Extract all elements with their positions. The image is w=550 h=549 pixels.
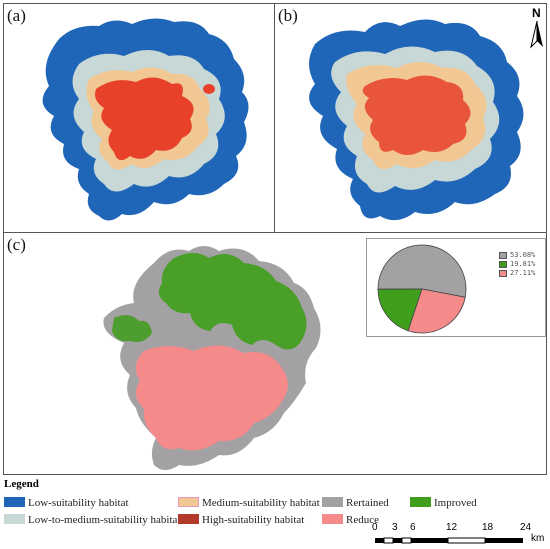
- scale-seg: [393, 538, 402, 543]
- panel-b-label: (b): [278, 6, 298, 25]
- legend-item-retained: Rertained: [322, 497, 389, 509]
- map-panel-a: (a): [3, 3, 275, 233]
- legend-label: Rertained: [346, 497, 389, 509]
- legend-item-medium: Medium-suitability habitat: [178, 497, 320, 509]
- pie-legend: 53.08% 19.81% 27.11%: [499, 251, 535, 278]
- pie-legend-label: 27.11%: [510, 269, 536, 277]
- scale-seg: [411, 538, 448, 543]
- scale-seg: [375, 538, 384, 543]
- swatch-retained: [499, 251, 507, 259]
- zone-high: [362, 75, 471, 155]
- swatch-low-medium: [4, 514, 25, 524]
- scale-seg: [447, 537, 486, 544]
- scale-seg: [485, 538, 523, 543]
- swatch-medium: [178, 497, 199, 507]
- swatch-reduce: [322, 514, 343, 524]
- north-arrow-label: N: [532, 6, 541, 20]
- legend-label: Improved: [434, 497, 477, 509]
- legend-label: Medium-suitability habitat: [202, 497, 320, 509]
- legend-title: Legend: [4, 478, 39, 490]
- legend-item-high: High-suitability habitat: [178, 514, 304, 526]
- scale-tick-label: 12: [446, 522, 458, 533]
- scale-bar: 0 3 6 12 18 24 km: [372, 522, 544, 548]
- legend-label: Low-suitability habitat: [28, 497, 129, 509]
- pie-legend-label: 53.08%: [510, 251, 536, 259]
- pie-legend-label: 19.81%: [510, 260, 536, 268]
- pie-chart-box: 53.08% 19.81% 27.11%: [366, 238, 546, 337]
- legend-item-improved: Improved: [410, 497, 477, 509]
- north-arrow-icon: [530, 20, 543, 49]
- scale-seg: [401, 537, 412, 544]
- legend-item-low-medium: Low-to-medium-suitability habitat: [4, 514, 180, 526]
- swatch-reduce: [499, 269, 507, 277]
- scale-seg: [383, 537, 394, 544]
- zone-high: [95, 77, 194, 161]
- scale-tick-label: 18: [482, 522, 494, 533]
- panel-c-label: (c): [7, 235, 26, 254]
- pie-chart: [377, 244, 467, 334]
- legend-item-low: Low-suitability habitat: [4, 497, 129, 509]
- scale-unit: km: [531, 533, 545, 544]
- legend-label: Reduce: [346, 514, 379, 526]
- scale-tick-label: 0: [372, 522, 378, 533]
- swatch-retained: [322, 497, 343, 507]
- legend-label: Low-to-medium-suitability habitat: [28, 514, 181, 526]
- scale-tick-label: 6: [410, 522, 416, 533]
- zone-reduce: [135, 345, 288, 451]
- scale-tick-label: 24: [520, 522, 532, 533]
- pie-legend-item: 53.08%: [499, 251, 535, 260]
- pie-slice-retained: [377, 244, 467, 298]
- zone-high-patch: [203, 84, 215, 94]
- habitat-map-a: [42, 18, 249, 221]
- swatch-high: [178, 514, 199, 524]
- legend-item-reduce: Reduce: [322, 514, 379, 526]
- map-panel-b: (b) N: [274, 3, 547, 233]
- swatch-improved: [499, 260, 507, 268]
- habitat-map-b: [309, 19, 524, 221]
- zone-improved: [158, 253, 307, 350]
- pie-slice-improved: [377, 288, 423, 332]
- change-map-c: [103, 246, 321, 470]
- map-panel-c: (c) 53.08% 19.81% 27.11%: [3, 232, 547, 475]
- scale-tick-label: 3: [392, 522, 398, 533]
- pie-legend-item: 27.11%: [499, 269, 535, 278]
- scale-bar-graphic: [375, 537, 523, 544]
- panel-a-label: (a): [7, 6, 26, 25]
- swatch-low: [4, 497, 25, 507]
- legend-label: High-suitability habitat: [202, 514, 305, 526]
- swatch-improved: [410, 497, 431, 507]
- zone-improved-west: [112, 315, 152, 342]
- pie-slice-reduce: [407, 288, 466, 334]
- pie-legend-item: 19.81%: [499, 260, 535, 269]
